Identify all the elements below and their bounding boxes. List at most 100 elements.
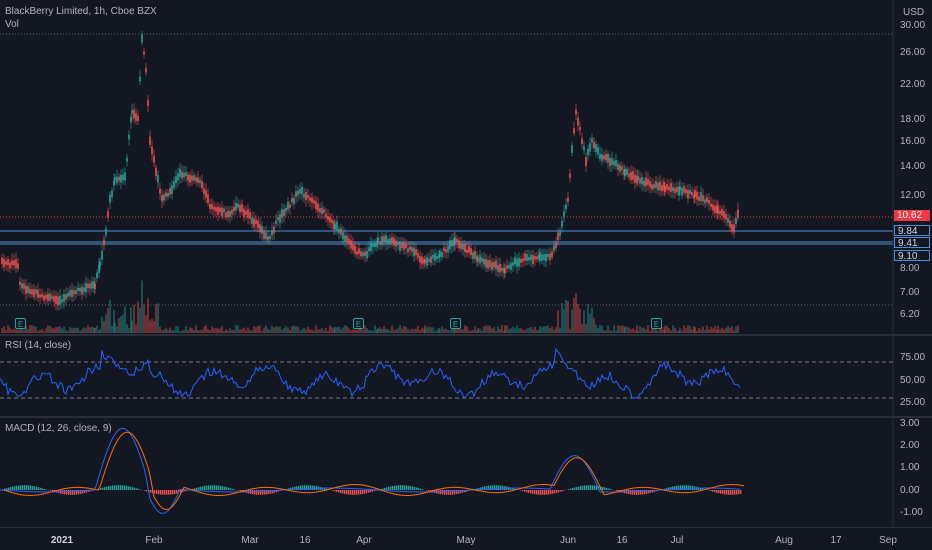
volume-bar xyxy=(153,321,155,333)
macd-histogram-bar xyxy=(520,490,522,491)
candle-body xyxy=(364,251,366,256)
candle-body xyxy=(307,195,309,199)
volume-bar xyxy=(383,326,385,333)
candle-body xyxy=(149,136,151,145)
volume-bar xyxy=(534,326,536,333)
volume-bar xyxy=(651,326,653,333)
volume-bar xyxy=(569,329,571,333)
volume-bar xyxy=(619,326,621,333)
candle-body xyxy=(350,240,352,249)
macd-histogram-bar xyxy=(372,490,374,492)
volume-bar xyxy=(474,326,476,333)
macd-histogram-bar xyxy=(492,485,494,490)
candle-body xyxy=(619,165,621,172)
level-tag[interactable]: 9.84 xyxy=(894,225,930,237)
earnings-icon[interactable]: E xyxy=(353,318,364,329)
volume-bar xyxy=(672,325,674,333)
volume-bar xyxy=(567,300,569,333)
volume-bar xyxy=(303,327,305,333)
candle-body xyxy=(344,235,346,242)
time-label: Mar xyxy=(241,535,259,546)
price-tick: 8.00 xyxy=(900,263,920,274)
earnings-icon[interactable]: E xyxy=(651,318,662,329)
candle-body xyxy=(342,232,344,240)
volume-label[interactable]: Vol xyxy=(5,19,19,30)
earnings-icon[interactable]: E xyxy=(450,318,461,329)
volume-bar xyxy=(495,330,497,333)
candle-body xyxy=(597,147,599,155)
volume-bar xyxy=(358,327,360,333)
candle-body xyxy=(31,289,33,295)
volume-bar xyxy=(691,329,693,333)
macd-histogram-bar xyxy=(562,490,564,492)
macd-histogram-bar xyxy=(608,488,610,490)
volume-bar xyxy=(329,325,331,333)
volume-bar xyxy=(173,330,175,333)
macd-histogram-bar xyxy=(338,490,340,493)
volume-bar xyxy=(81,329,83,333)
volume-bar xyxy=(605,330,607,333)
candle-body xyxy=(75,289,77,294)
candle-body xyxy=(67,292,69,297)
level-tag[interactable]: 9.41 xyxy=(894,237,930,249)
candle-body xyxy=(120,174,122,183)
candle-body xyxy=(338,229,340,234)
macd-histogram-bar xyxy=(208,485,210,490)
rsi-title[interactable]: RSI (14, close) xyxy=(5,340,72,351)
macd-histogram-bar xyxy=(666,488,668,490)
symbol-title[interactable]: BlackBerry Limited, 1h, Cboe BZX xyxy=(5,6,157,17)
macd-histogram-bar xyxy=(390,486,392,490)
candle-body xyxy=(203,188,205,194)
price-pane[interactable]: BlackBerry Limited, 1h, Cboe BZX Vol USD xyxy=(0,0,932,334)
macd-histogram-bar xyxy=(484,486,486,490)
macd-histogram-bar xyxy=(630,490,632,495)
candle-body xyxy=(579,127,581,131)
time-label: Apr xyxy=(356,535,372,546)
candle-body xyxy=(637,175,639,181)
volume-bar xyxy=(712,328,714,333)
candle-body xyxy=(374,243,376,247)
macd-histogram-bar xyxy=(82,490,84,494)
macd-histogram-bar xyxy=(654,490,656,492)
volume-bar xyxy=(111,325,113,333)
candle-body xyxy=(603,155,605,160)
candle-body xyxy=(617,164,619,171)
volume-bar xyxy=(541,327,543,333)
macd-histogram-bar xyxy=(650,490,652,493)
macd-histogram-bar xyxy=(34,486,36,490)
volume-bar xyxy=(217,328,219,333)
pane-divider[interactable] xyxy=(0,416,932,418)
macd-histogram-bar xyxy=(220,485,222,490)
volume-bar xyxy=(397,328,399,333)
candle-body xyxy=(685,189,687,194)
volume-bar xyxy=(114,322,116,333)
candle-body xyxy=(217,206,219,215)
macd-histogram-bar xyxy=(416,487,418,490)
volume-bar xyxy=(53,328,55,333)
volume-bar xyxy=(407,328,409,333)
macd-histogram-bar xyxy=(344,490,346,494)
candle-body xyxy=(487,260,489,269)
candle-body xyxy=(153,155,155,163)
volume-bar xyxy=(171,330,173,333)
candle-body xyxy=(735,218,737,225)
volume-bar xyxy=(122,314,124,333)
macd-title[interactable]: MACD (12, 26, close, 9) xyxy=(5,423,112,434)
macd-histogram-bar xyxy=(712,490,714,492)
candle-body xyxy=(193,175,195,181)
candle-body xyxy=(630,172,632,180)
candle-body xyxy=(639,178,641,184)
candle-body xyxy=(15,259,17,268)
macd-histogram-bar xyxy=(234,489,236,490)
price-tick: 18.00 xyxy=(900,114,926,125)
pane-divider[interactable] xyxy=(0,334,932,336)
macd-histogram-bar xyxy=(122,485,124,490)
volume-bar xyxy=(609,330,611,333)
volume-bar xyxy=(419,330,421,333)
level-tag[interactable]: 9.10 xyxy=(894,250,930,262)
earnings-icon[interactable]: E xyxy=(15,318,26,329)
candle-body xyxy=(287,201,289,210)
volume-bar xyxy=(167,330,169,333)
candle-body xyxy=(269,235,271,240)
